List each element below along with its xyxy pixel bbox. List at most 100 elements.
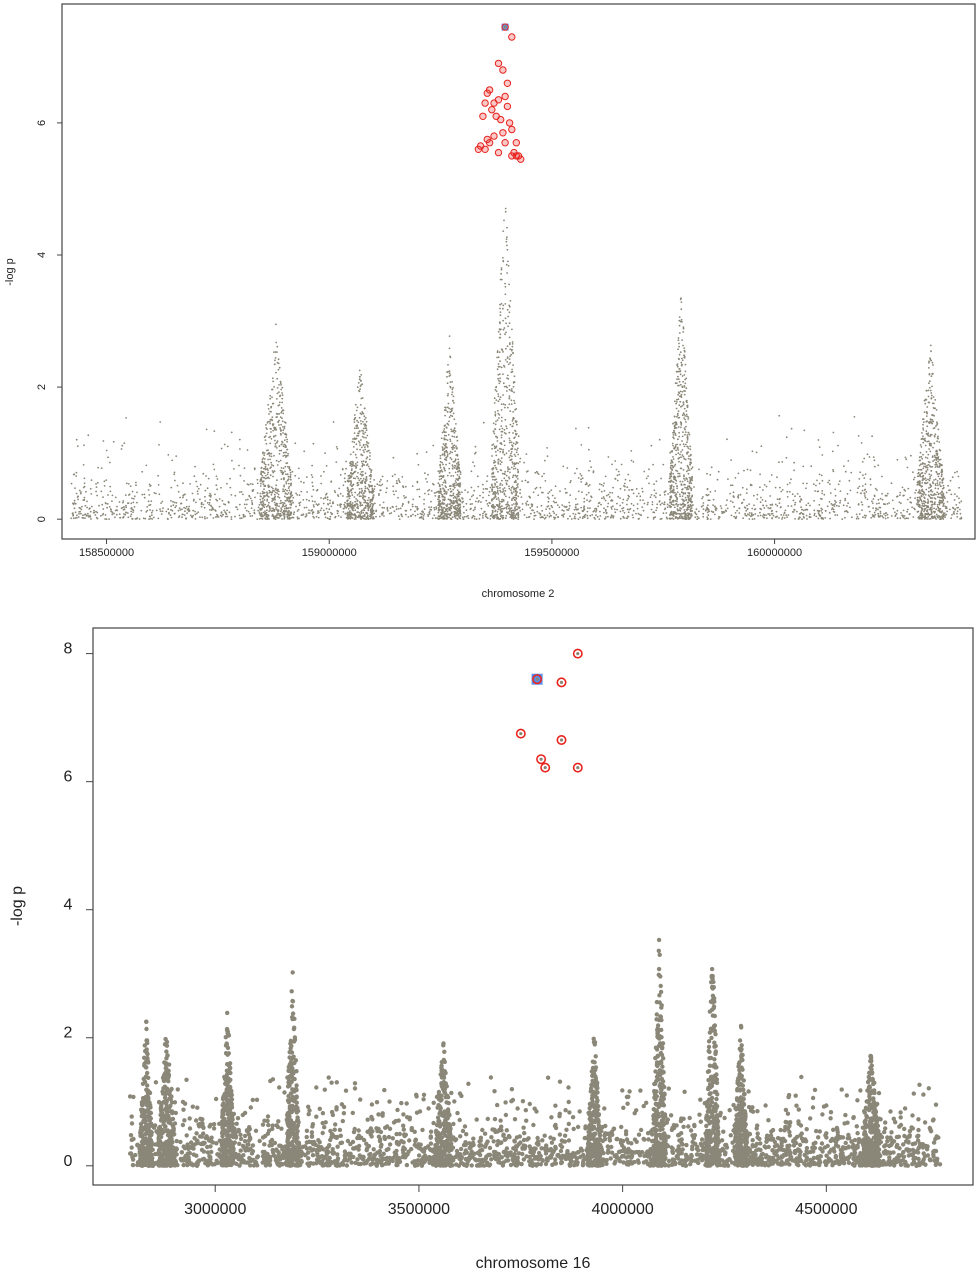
snp-point: [744, 512, 746, 515]
snp-point: [276, 464, 279, 466]
snp-point: [525, 453, 528, 455]
snp-point: [361, 397, 364, 399]
snp-point: [547, 492, 550, 495]
snp-point: [490, 515, 493, 517]
snp-point: [148, 504, 151, 507]
snp-point: [506, 512, 509, 515]
snp-point: [170, 500, 172, 502]
snp-point: [923, 505, 925, 508]
snp-point: [607, 456, 610, 458]
snp-point: [503, 477, 506, 480]
snp-point: [948, 489, 950, 492]
snp-point: [749, 469, 752, 472]
snp-point: [442, 487, 444, 490]
snp-point: [344, 512, 347, 515]
snp-point: [365, 436, 367, 439]
snp-point: [927, 389, 930, 392]
snp-point: [496, 487, 499, 490]
snp-point: [676, 446, 679, 449]
snp-point: [890, 515, 893, 517]
snp-point: [305, 476, 308, 478]
snp-point: [388, 512, 391, 515]
snp-point: [96, 511, 99, 514]
snp-point: [509, 423, 512, 426]
snp-point: [922, 453, 924, 456]
snp-point: [514, 489, 517, 492]
snp-point: [510, 349, 513, 352]
snp-point: [506, 272, 508, 274]
snp-point: [176, 484, 179, 487]
snp-point: [916, 496, 919, 499]
snp-point: [165, 510, 168, 513]
snp-point: [498, 321, 501, 324]
snp-point: [917, 475, 920, 478]
snp-point: [461, 491, 463, 493]
snp-point: [899, 517, 902, 520]
snp-point: [770, 474, 773, 476]
snp-point: [433, 492, 436, 494]
snp-point: [448, 416, 451, 419]
snp-point: [292, 513, 295, 516]
snp-point: [673, 465, 676, 467]
snp-point: [834, 494, 837, 497]
snp-point: [509, 507, 512, 510]
snp-point: [343, 503, 346, 506]
snp-point: [923, 510, 925, 513]
snp-point: [451, 435, 454, 438]
snp-point: [912, 471, 914, 474]
snp-point: [708, 510, 710, 513]
snp-point: [509, 454, 512, 457]
snp-point: [279, 512, 282, 515]
snp-point: [684, 428, 686, 431]
snp-point: [458, 517, 461, 519]
snp-point: [925, 488, 928, 491]
snp-point: [350, 465, 353, 468]
snp-point: [216, 499, 219, 502]
snp-point: [90, 518, 92, 520]
snp-point: [249, 483, 252, 485]
snp-point: [937, 475, 940, 478]
snp-point: [707, 499, 710, 502]
snp-point: [909, 501, 912, 504]
snp-point: [452, 395, 455, 398]
snp-point: [160, 513, 163, 515]
snp-point: [626, 499, 628, 502]
snp-point: [272, 475, 274, 478]
snp-point: [514, 499, 517, 502]
snp-point: [929, 357, 931, 360]
snp-point: [877, 498, 880, 501]
snp-point: [677, 370, 680, 373]
snp-point: [919, 499, 922, 501]
snp-point: [175, 505, 178, 507]
snp-point: [188, 509, 191, 512]
snp-point: [441, 508, 444, 511]
snp-point: [599, 510, 601, 513]
snp-point: [371, 485, 373, 487]
snp-point: [359, 473, 362, 476]
snp-point: [914, 492, 916, 494]
snp-point: [580, 478, 582, 481]
snp-point: [927, 440, 930, 443]
snp-point: [567, 509, 570, 511]
snp-point: [697, 517, 700, 520]
snp-point: [929, 435, 932, 438]
snp-point: [427, 473, 429, 476]
snp-point: [427, 513, 429, 516]
snp-point: [934, 487, 937, 490]
snp-point: [932, 396, 935, 398]
snp-point: [595, 510, 597, 513]
snp-point: [602, 496, 605, 498]
snp-point: [920, 468, 923, 471]
snp-point: [122, 501, 124, 504]
snp-point: [439, 470, 442, 473]
snp-point: [664, 507, 667, 510]
snp-point: [459, 471, 462, 473]
snp-point: [128, 493, 131, 496]
snp-point: [270, 405, 273, 408]
snp-point: [480, 507, 483, 510]
snp-point: [543, 514, 546, 516]
snp-point: [626, 508, 629, 511]
snp-point: [673, 431, 676, 434]
snp-point: [100, 514, 102, 517]
snp-point: [445, 486, 447, 489]
